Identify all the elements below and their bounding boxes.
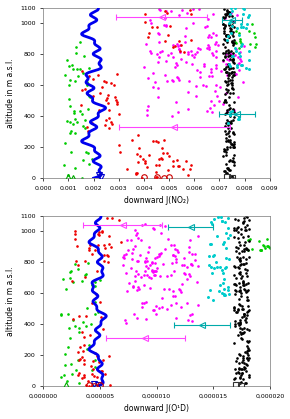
X-axis label: downward J(NO₂): downward J(NO₂) [124,197,189,205]
Y-axis label: altitude in m a.s.l.: altitude in m a.s.l. [6,58,14,128]
X-axis label: downward J(O¹D): downward J(O¹D) [124,404,189,414]
Y-axis label: altitude in m a.s.l.: altitude in m a.s.l. [6,266,14,336]
